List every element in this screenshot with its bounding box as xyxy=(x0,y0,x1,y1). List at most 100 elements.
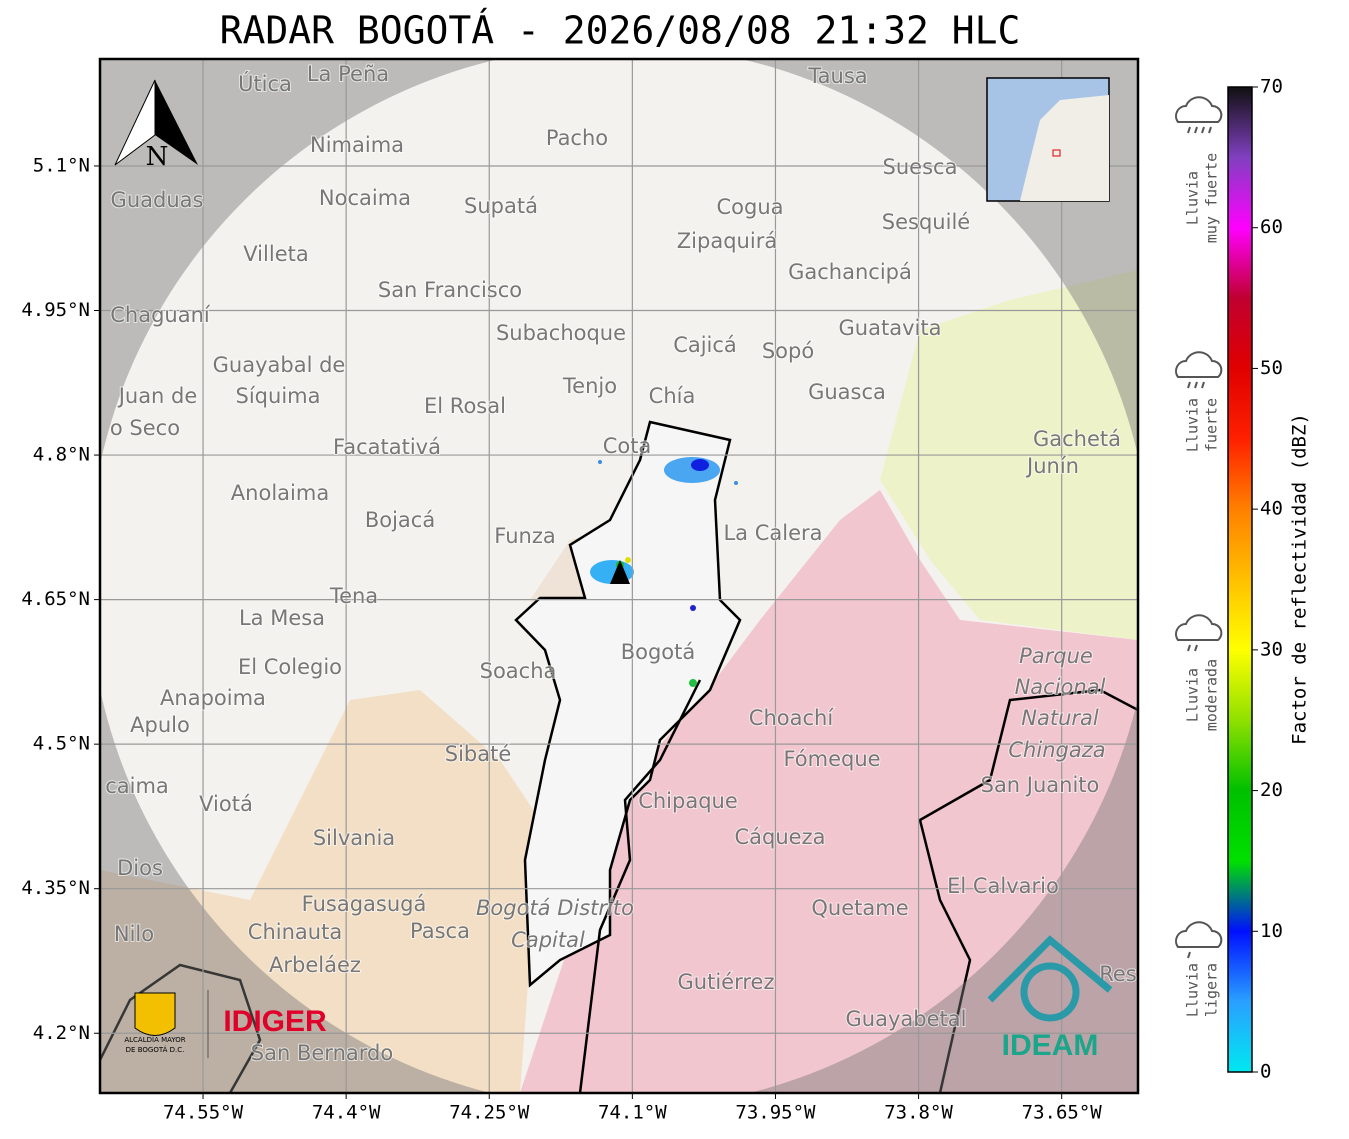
rain-label: ligera xyxy=(1203,963,1221,1017)
y-tick-label: 4.95°N xyxy=(21,299,90,321)
rain-drop xyxy=(1187,951,1191,959)
place-label: Guatavita xyxy=(839,316,942,340)
place-label: Gachancipá xyxy=(788,260,912,284)
place-label: Nocaima xyxy=(319,186,411,210)
place-label: Gutiérrez xyxy=(678,970,775,994)
place-label: Bogotá Distrito xyxy=(476,896,634,920)
place-label: Pasca xyxy=(410,919,470,943)
colorbar-label: Factor de reflectividad (dBZ) xyxy=(1289,413,1311,745)
place-label: Síquima xyxy=(236,384,321,408)
place-label: Subachoque xyxy=(496,321,626,345)
place-label: Viotá xyxy=(199,792,253,816)
rain-label: fuerte xyxy=(1203,398,1221,452)
place-label: Fusagasugá xyxy=(302,892,427,916)
rain-label: Lluvia xyxy=(1184,171,1202,225)
place-label: Dios xyxy=(117,856,163,880)
place-label: Parque xyxy=(1019,644,1093,668)
colorbar-tick-label: 60 xyxy=(1260,216,1283,238)
x-tick-label: 74.55°W xyxy=(163,1102,244,1124)
rain-label: muy fuerte xyxy=(1203,153,1221,243)
place-label: Villeta xyxy=(243,242,308,266)
place-label: Tausa xyxy=(807,64,867,88)
title: RADAR BOGOTÁ - 2026/08/08 21:32 HLC xyxy=(220,9,1021,53)
rain-drop xyxy=(1194,644,1198,652)
place-label: La Calera xyxy=(723,521,822,545)
logo-ideam-swirl xyxy=(1020,962,1080,1022)
place-label: Anapoima xyxy=(160,686,266,710)
place-label: Bojacá xyxy=(365,508,435,532)
place-label: Chipaque xyxy=(638,789,738,813)
place-label: Nilo xyxy=(114,922,154,946)
logo-idiger: IDIGER xyxy=(223,1005,327,1038)
map-frame xyxy=(98,57,1140,1095)
place-label: Soacha xyxy=(480,659,557,683)
place-label: Nimaima xyxy=(310,133,404,157)
place-label: San Francisco xyxy=(378,278,522,302)
place-label: Choachí xyxy=(749,706,835,730)
place-label: Chingaza xyxy=(1008,738,1105,762)
place-label: Suesca xyxy=(883,155,958,179)
logo-ideam: IDEAM xyxy=(1002,1029,1099,1062)
logo-text: ALCALDÍA MAYOR xyxy=(124,1035,185,1044)
colorbar-tick-label: 20 xyxy=(1260,779,1283,801)
place-label: Fómeque xyxy=(783,747,880,771)
rain-icon xyxy=(1175,614,1223,641)
place-label: o Seco xyxy=(110,416,180,440)
x-tick-label: 74.25°W xyxy=(449,1102,530,1124)
colorbar-tick-label: 40 xyxy=(1260,498,1283,520)
place-label: Guasca xyxy=(808,380,886,404)
place-label: Sesquilé xyxy=(882,210,970,234)
rain-drop xyxy=(1187,381,1191,389)
place-label: Chía xyxy=(649,384,696,408)
place-label: Cota xyxy=(603,434,652,458)
place-label: Facatativá xyxy=(333,435,441,459)
place-label: Pacho xyxy=(546,126,608,150)
rain-drop xyxy=(1208,126,1212,134)
colorbar xyxy=(1227,86,1253,1073)
place-label: Junín xyxy=(1025,454,1079,478)
place-label: Zipaquirá xyxy=(677,229,777,253)
y-tick-label: 4.35°N xyxy=(21,877,90,899)
rain-drop xyxy=(1201,381,1205,389)
place-label: Guayabetal xyxy=(846,1007,967,1031)
place-label: Chinauta xyxy=(248,920,342,944)
inset-land xyxy=(1020,95,1109,201)
place-label: Supatá xyxy=(464,194,538,218)
rain-label: Lluvia xyxy=(1184,963,1202,1017)
place-label: El Rosal xyxy=(424,394,506,418)
rain-icon xyxy=(1175,96,1223,123)
logo-ideam-roof xyxy=(987,935,1113,1003)
rain-drop xyxy=(1201,126,1205,134)
place-label: Gachetá xyxy=(1033,427,1121,451)
colorbar-tick-label: 10 xyxy=(1260,920,1283,942)
place-label: Útica xyxy=(238,71,292,96)
rain-label: moderada xyxy=(1203,659,1221,731)
place-label: El Colegio xyxy=(238,655,342,679)
map: La Peña Útica Tausa Pacho Nimaima Guaduas Noca… xyxy=(100,59,1138,1093)
rain-icon xyxy=(1175,351,1223,378)
place-label: Capital xyxy=(511,928,585,952)
x-tick-label: 73.65°W xyxy=(1022,1102,1103,1124)
colorbar-tick-label: 50 xyxy=(1260,357,1283,379)
place-label: Arbeláez xyxy=(269,953,361,977)
place-label: Silvania xyxy=(313,826,395,850)
place-label: San Juanito xyxy=(981,773,1100,797)
y-tick-label: 4.8°N xyxy=(33,444,90,466)
place-label: caima xyxy=(105,774,169,798)
place-label: Tena xyxy=(329,584,378,608)
place-label: Cajicá xyxy=(673,333,737,357)
protected-area xyxy=(520,490,1138,1093)
place-label: La Mesa xyxy=(239,606,325,630)
colorbar-tick-label: 70 xyxy=(1260,76,1283,98)
north-label: N xyxy=(146,142,169,172)
y-tick-label: 4.2°N xyxy=(33,1022,90,1044)
place-label: Guayabal de xyxy=(213,353,346,377)
admin-boundary xyxy=(100,679,1138,1093)
rain-icon xyxy=(1175,921,1223,948)
place-label: Cogua xyxy=(716,195,783,219)
x-tick-label: 74.4°W xyxy=(312,1102,381,1124)
y-tick-label: 4.65°N xyxy=(21,588,90,610)
place-label: Cáqueza xyxy=(735,825,826,849)
rain-drop xyxy=(1187,126,1191,134)
